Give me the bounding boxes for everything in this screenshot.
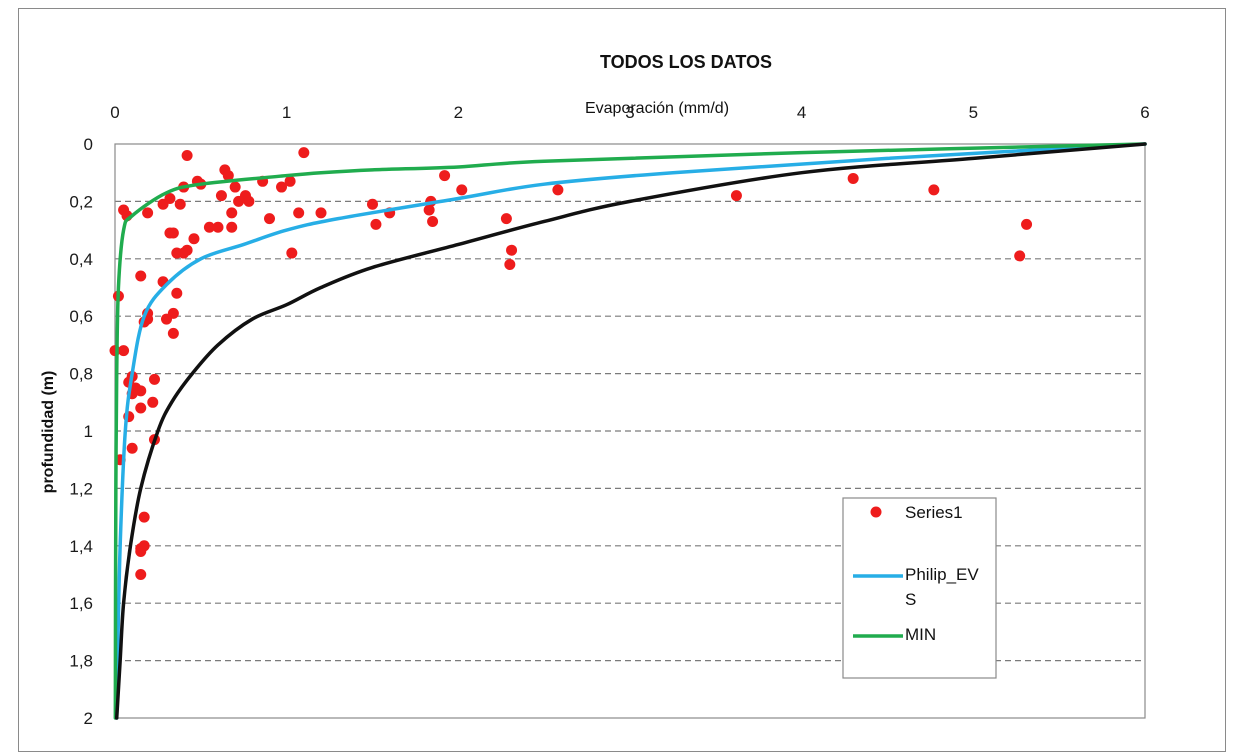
series1-point [276,181,288,193]
series1-point [500,213,512,225]
y-tick-label: 0 [84,135,93,154]
grid-layer [114,143,1146,719]
legend: Series1 Philip_EV S MIN [842,497,997,679]
series1-point [148,373,160,385]
series1-point [174,198,186,210]
series1-point [439,170,451,182]
y-tick-label: 1,4 [69,537,93,556]
series1-point [427,215,439,227]
series1-point [178,247,190,259]
series1-point [229,181,241,193]
legend-item-philip-ev-s-label: S [905,590,916,609]
philip-evs-line [114,142,1147,720]
x-tick-label: 0 [110,103,119,122]
series-layer [109,142,1147,720]
y-tick-label: 0,4 [69,250,93,269]
x-tick-label: 2 [454,103,463,122]
y-tick-label: 1 [84,422,93,441]
y-tick-label: 1,6 [69,594,93,613]
series1-point [135,385,147,397]
series1-point [135,546,147,558]
min-line [113,142,1147,720]
series1-point [161,313,172,325]
x-tick-label: 3 [625,103,634,122]
series1-point [226,221,238,233]
series1-point [138,511,150,523]
series1-point [298,147,310,159]
series1-point [730,190,742,202]
x-tick-label: 1 [282,103,291,122]
series1-point [456,184,468,196]
series1-point [147,396,159,408]
x-axis-label: Evaporación (mm/d) [585,100,729,117]
y-tick-label: 0,2 [69,192,93,211]
y-axis-label: profundidad (m) [40,371,57,494]
series1-point [423,204,435,216]
series1-point [293,207,305,219]
x-tick-label: 6 [1140,103,1149,122]
series1-point [928,184,940,196]
series1-point [135,569,147,580]
series1-point [1021,218,1033,230]
y-tick-label: 0,6 [69,307,93,326]
series1-point [315,207,327,219]
legend-item-min-label: MIN [905,625,936,644]
series1-point [552,184,564,196]
series1-point [135,270,147,282]
x-tick-label: 4 [797,103,806,122]
y-tick-label: 1,2 [69,479,93,498]
series1-point [157,198,169,210]
series1-point [264,213,275,225]
curve-3-line [114,142,1147,720]
series1-point [167,227,179,239]
series1-point [203,221,215,233]
legend-item-series1-label: Series1 [905,503,963,522]
series1-point [167,327,179,339]
legend-item-series1-marker [870,506,882,518]
y-tick-label: 2 [84,709,93,728]
legend-box [842,497,997,679]
series1-point [181,149,193,161]
chart-frame [18,8,1226,752]
series1-point [243,195,255,207]
series1-point [1014,250,1026,262]
series1-point [506,244,518,256]
legend-item-philip-ev-s-label: Philip_EV [905,565,979,584]
ticks-layer: 0 0,2 0,4 0,6 0,8 1 1,2 1,4 1,6 1,8 2 0 1 2 3 4 5 6 [69,103,1149,728]
series1-point [142,207,154,219]
series1-point [504,259,516,271]
series1-point [188,233,200,245]
series1-point [284,175,296,187]
series1-point [126,442,138,454]
series1-point [286,247,298,259]
chart-title: TODOS LOS DATOS [600,52,772,72]
series1-point [222,170,234,182]
series1-point [370,218,382,230]
series1-point [212,221,224,233]
series1-point [171,287,183,299]
series1-point [847,172,859,184]
y-tick-label: 1,8 [69,652,93,671]
series1-point [233,195,245,207]
y-tick-label: 0,8 [69,365,93,384]
series1-point [215,190,227,202]
series1-point [367,198,378,210]
series1-point [135,402,147,414]
x-tick-label: 5 [969,103,978,122]
series1-point [226,207,238,219]
series1-point [118,345,130,357]
